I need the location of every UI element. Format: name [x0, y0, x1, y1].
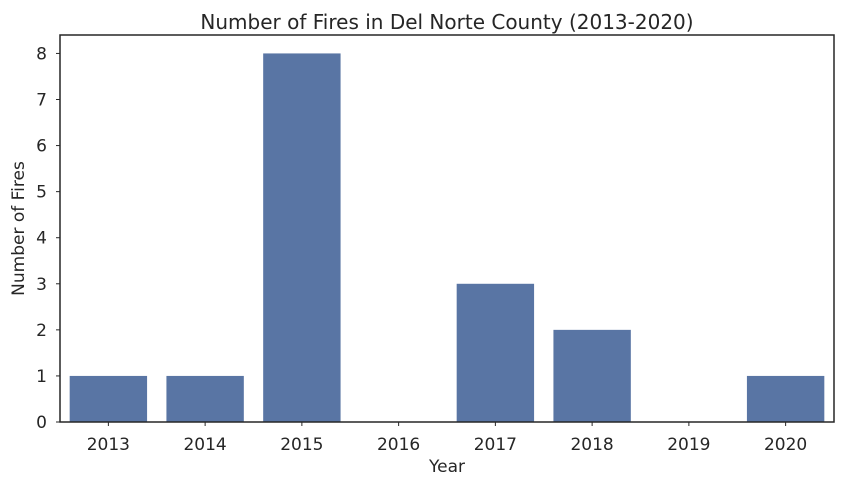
y-tick-label: 4	[36, 229, 47, 249]
plot-frame	[59, 34, 835, 423]
x-axis-label: Year	[428, 457, 465, 477]
chart-title: Number of Fires in Del Norte County (201…	[200, 10, 693, 34]
x-tick-label: 2014	[183, 435, 226, 455]
y-tick-label: 3	[36, 275, 47, 295]
y-tick-label: 2	[36, 321, 47, 341]
bar-2018	[553, 329, 631, 422]
x-axis-ticks: 2013 2014 2015 2016 2017 2018 2019 2020	[87, 422, 807, 455]
x-tick-label: 2016	[377, 435, 420, 455]
bar-2017	[456, 283, 535, 422]
x-tick-label: 2017	[474, 435, 517, 455]
y-tick-label: 7	[36, 91, 47, 111]
bar-2014	[166, 375, 244, 422]
y-axis-ticks: 0 1 2 3 4 5 6 7 8	[36, 44, 60, 433]
y-tick-label: 0	[36, 413, 47, 433]
bar-2015	[263, 53, 341, 423]
x-tick-label: 2019	[667, 435, 710, 455]
x-tick-label: 2013	[87, 435, 130, 455]
bar-2013	[69, 375, 148, 422]
y-axis-label: Number of Fires	[9, 161, 29, 296]
y-tick-label: 8	[36, 44, 47, 64]
bars-layer	[69, 53, 825, 423]
y-tick-label: 6	[36, 137, 47, 157]
y-tick-label: 5	[36, 183, 47, 203]
bar-2020	[746, 375, 825, 422]
x-tick-label: 2020	[764, 435, 807, 455]
x-tick-label: 2018	[570, 435, 613, 455]
y-tick-label: 1	[36, 367, 47, 387]
x-tick-label: 2015	[280, 435, 323, 455]
